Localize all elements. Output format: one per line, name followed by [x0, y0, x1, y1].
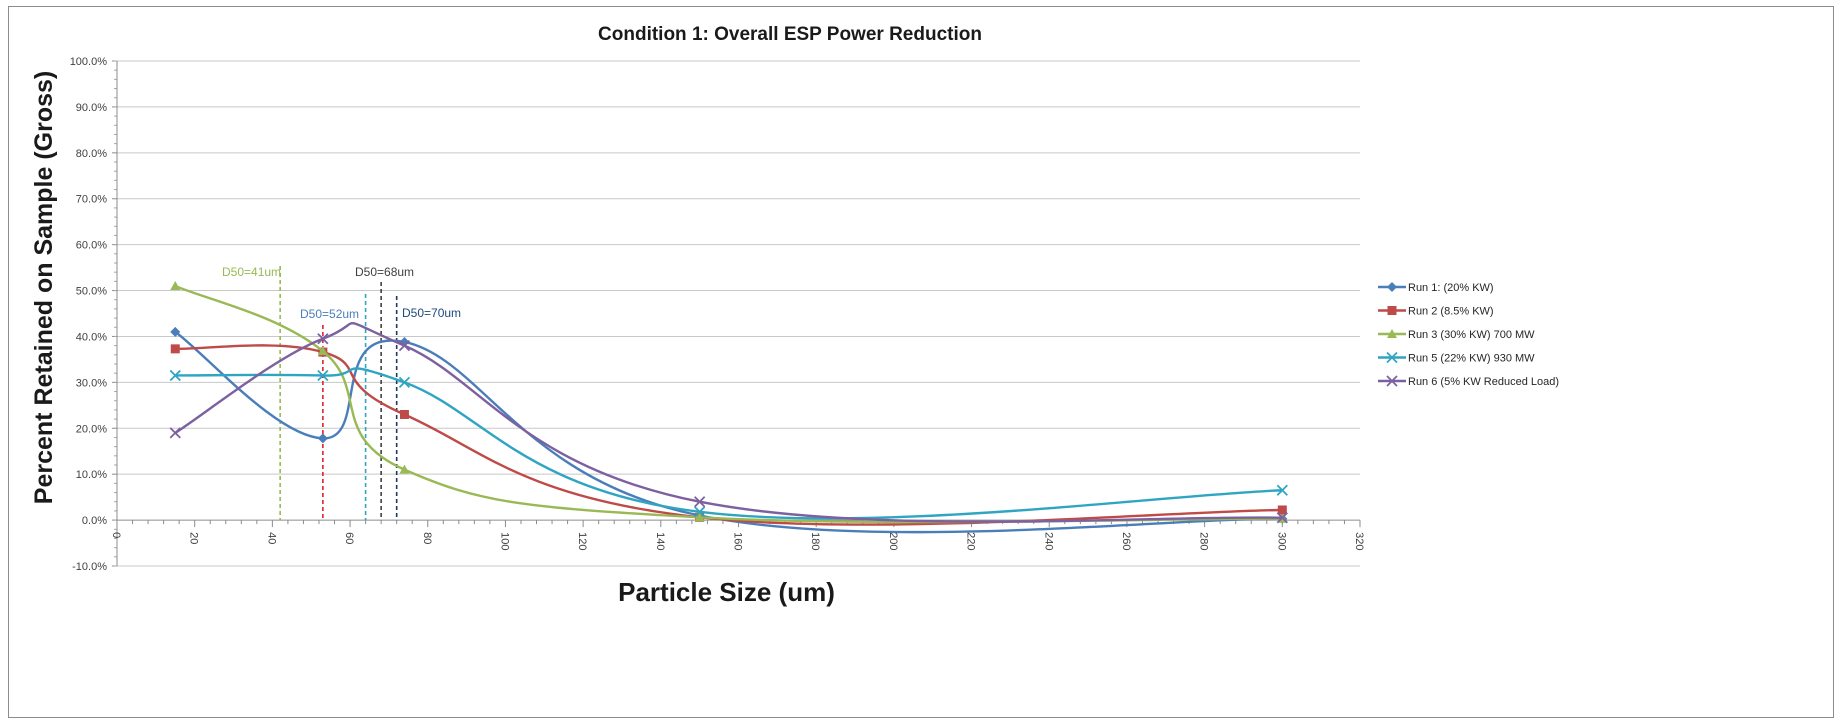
- d50-reference-lines: [279, 266, 398, 521]
- legend-label: Run 1: (20% KW): [1408, 282, 1494, 294]
- x-tick-label: 180: [809, 532, 821, 550]
- series-line: [169, 367, 1288, 520]
- y-tick-label: 70.0%: [76, 194, 107, 206]
- x-tick-label: 20: [188, 532, 200, 544]
- y-tick-label: 40.0%: [76, 331, 107, 343]
- x-tick-label: 40: [265, 532, 277, 544]
- d50-label: D50=41um: [222, 265, 281, 279]
- d50-label: D50=70um: [402, 306, 461, 320]
- series-path: [174, 330, 1283, 534]
- y-tick-label: 80.0%: [76, 148, 107, 160]
- data-point: [169, 369, 181, 382]
- y-tick-label: 100.0%: [70, 56, 108, 68]
- y-tick-label: 30.0%: [76, 377, 107, 389]
- data-point: [169, 427, 181, 439]
- gridlines: [117, 60, 1360, 567]
- x-tick-label: 100: [498, 532, 510, 550]
- data-point: [1387, 282, 1397, 292]
- legend-item: Run 3 (30% KW) 700 MW: [1378, 329, 1535, 341]
- y-axis-title: Percent Retained on Sample (Gross): [30, 71, 58, 504]
- legend-label: Run 3 (30% KW) 700 MW: [1408, 329, 1535, 341]
- data-point: [170, 344, 180, 354]
- x-axis-title: Particle Size (um): [618, 577, 835, 607]
- x-tick-label: 140: [654, 532, 666, 550]
- x-tick-label: 300: [1275, 532, 1287, 550]
- data-point: [694, 506, 706, 518]
- y-tick-label: 10.0%: [76, 469, 107, 481]
- x-tick-label: 60: [343, 532, 355, 544]
- series-path: [174, 284, 1283, 524]
- x-tick-label: 220: [965, 532, 977, 550]
- data-point: [317, 369, 329, 382]
- legend-item: Run 5 (22% KW) 930 MW: [1378, 351, 1535, 365]
- legend-item: Run 2 (8.5% KW): [1378, 306, 1494, 318]
- series-path: [174, 322, 1283, 523]
- data-point: [694, 496, 706, 508]
- d50-label: D50=68um: [355, 265, 414, 279]
- series-line: [170, 344, 1287, 526]
- data-point: [317, 433, 328, 444]
- y-tick-label: 50.0%: [76, 286, 107, 298]
- data-point: [1386, 375, 1398, 387]
- data-point: [399, 464, 410, 474]
- x-tick-label: 0: [110, 532, 122, 538]
- data-point: [694, 512, 705, 522]
- data-point: [170, 280, 181, 290]
- legend: Run 1: (20% KW) Run 2 (8.5% KW) Run 3 (30%…: [1378, 282, 1559, 388]
- x-tick-label: 200: [887, 532, 899, 550]
- legend-label: Run 5 (22% KW) 930 MW: [1408, 353, 1535, 365]
- x-tick-label: 160: [732, 532, 744, 550]
- data-point: [398, 339, 411, 352]
- y-tick-label: -10.0%: [72, 561, 107, 573]
- legend-item: Run 1: (20% KW): [1378, 282, 1494, 294]
- data-point: [1386, 351, 1398, 364]
- data-point: [317, 333, 329, 345]
- x-tick-label: 240: [1042, 532, 1054, 550]
- y-tick-label: 20.0%: [76, 423, 107, 435]
- chart-frame: [8, 6, 1834, 718]
- x-tick-label: 280: [1198, 532, 1210, 550]
- x-tick-label: 120: [576, 532, 588, 550]
- series-line: [169, 322, 1288, 524]
- chart-title: Condition 1: Overall ESP Power Reduction: [598, 24, 982, 45]
- series-path: [175, 367, 1283, 520]
- legend-label: Run 6 (5% KW Reduced Load): [1408, 376, 1559, 388]
- x-tick-label: 320: [1353, 532, 1365, 550]
- legend-label: Run 2 (8.5% KW): [1408, 306, 1494, 318]
- data-point: [1387, 306, 1397, 315]
- x-tick-label: 260: [1120, 532, 1132, 550]
- y-tick-label: 60.0%: [76, 240, 107, 252]
- x-tick-label: 80: [421, 532, 433, 544]
- legend-item: Run 6 (5% KW Reduced Load): [1378, 375, 1559, 388]
- data-point: [1276, 512, 1288, 524]
- data-point: [1387, 329, 1397, 338]
- d50-label: D50=52um: [300, 307, 359, 321]
- y-tick-label: 0.0%: [82, 515, 107, 527]
- y-tick-label: 90.0%: [76, 102, 107, 114]
- data-point: [1276, 484, 1288, 496]
- data-point: [317, 346, 328, 356]
- data-point: [1277, 505, 1287, 515]
- data-point: [170, 326, 181, 337]
- data-point: [398, 376, 411, 389]
- data-point: [399, 410, 409, 419]
